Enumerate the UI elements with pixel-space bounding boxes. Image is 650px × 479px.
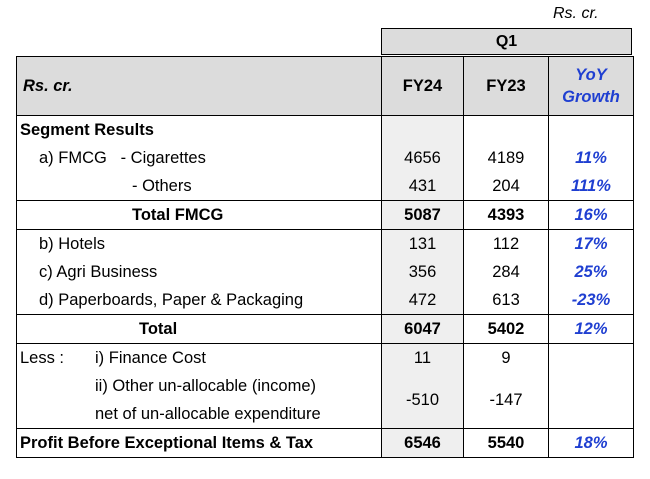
table-row: a) FMCG - Cigarettes 4656 4189 11% — [16, 144, 634, 172]
fy23-cell: 4189 — [463, 144, 549, 172]
fy24-cell: 472 — [381, 286, 464, 315]
row-label: b) Hotels — [16, 229, 382, 258]
row-label: ii) Other un-allocable (income) net of u… — [95, 377, 321, 423]
unit-caption: Rs. cr. — [553, 5, 599, 22]
table-row: ii) Other un-allocable (income) net of u… — [16, 372, 634, 429]
yoy-cell: 12% — [548, 314, 634, 344]
fy23-cell — [463, 115, 549, 144]
row-label: Total — [16, 314, 382, 344]
fy24-cell: 11 — [381, 343, 464, 372]
fy24-cell: 431 — [381, 172, 464, 201]
fy24-cell: 5087 — [381, 200, 464, 230]
fy24-cell: 131 — [381, 229, 464, 258]
row-label: d) Paperboards, Paper & Packaging — [16, 286, 382, 315]
fy23-cell: 4393 — [463, 200, 549, 230]
row-label: Less : i) Finance Cost — [16, 343, 382, 372]
yoy-cell: 111% — [548, 172, 634, 201]
yoy-cell: 25% — [548, 258, 634, 286]
yoy-cell: 17% — [548, 229, 634, 258]
yoy-cell — [548, 372, 634, 429]
table-row: b) Hotels 131 112 17% — [16, 229, 634, 258]
less-prefix: Less : — [20, 348, 65, 367]
fy23-cell: 5540 — [463, 428, 549, 458]
fy23-cell: 284 — [463, 258, 549, 286]
fy23-cell: 613 — [463, 286, 549, 315]
yoy-cell — [548, 343, 634, 372]
fy23-cell: 112 — [463, 229, 549, 258]
table-row: Segment Results — [16, 115, 634, 144]
row-label: Total FMCG — [16, 200, 382, 230]
yoy-cell: 16% — [548, 200, 634, 230]
row-label-header: Rs. cr. — [16, 56, 382, 116]
fy24-cell: 356 — [381, 258, 464, 286]
table-row: - Others 431 204 111% — [16, 172, 634, 201]
fy24-cell — [381, 115, 464, 144]
fy24-cell: 4656 — [381, 144, 464, 172]
fy24-header: FY24 — [381, 56, 464, 116]
yoy-growth-header: YoY Growth — [548, 56, 634, 116]
row-label: - Others — [16, 172, 382, 201]
table-row-total-fmcg: Total FMCG 5087 4393 16% — [16, 200, 634, 230]
fy23-header: FY23 — [463, 56, 549, 116]
table-row: c) Agri Business 356 284 25% — [16, 258, 634, 286]
table-row: d) Paperboards, Paper & Packaging 472 61… — [16, 286, 634, 315]
fy23-cell: 9 — [463, 343, 549, 372]
fy23-cell: 5402 — [463, 314, 549, 344]
column-header-row: Rs. cr. FY24 FY23 YoY Growth — [16, 56, 634, 116]
fy23-cell: -147 — [463, 372, 549, 429]
yoy-cell: 18% — [548, 428, 634, 458]
fy24-cell: -510 — [381, 372, 464, 429]
yoy-cell: 11% — [548, 144, 634, 172]
fy23-cell: 204 — [463, 172, 549, 201]
period-header-q1: Q1 — [381, 28, 632, 55]
segment-results-heading: Segment Results — [16, 115, 382, 144]
table-row-total: Total 6047 5402 12% — [16, 314, 634, 344]
row-label: a) FMCG - Cigarettes — [16, 144, 382, 172]
row-label: c) Agri Business — [16, 258, 382, 286]
fy24-cell: 6047 — [381, 314, 464, 344]
fy24-cell: 6546 — [381, 428, 464, 458]
finance-cost-label: i) Finance Cost — [95, 348, 206, 367]
segment-results-table: Rs. cr. FY24 FY23 YoY Growth Segment Res… — [16, 56, 634, 458]
table-row-profit-before-tax: Profit Before Exceptional Items & Tax 65… — [16, 428, 634, 458]
yoy-cell — [548, 115, 634, 144]
yoy-cell: -23% — [548, 286, 634, 315]
table-row: Less : i) Finance Cost 11 9 — [16, 343, 634, 372]
row-label: Profit Before Exceptional Items & Tax — [16, 428, 382, 458]
